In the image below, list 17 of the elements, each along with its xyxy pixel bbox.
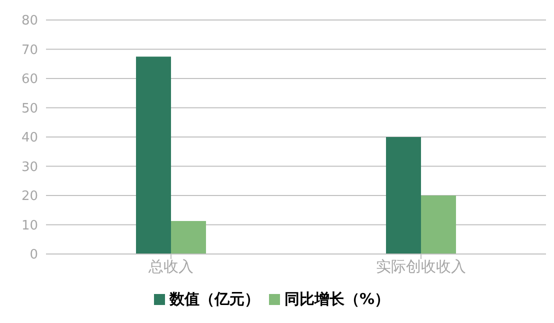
legend-label: 数值（亿元） (169, 290, 260, 308)
bar (136, 56, 171, 254)
x-tick-label: 实际创收收入 (376, 258, 466, 276)
y-tick-label: 80 (21, 14, 38, 29)
y-tick-label: 40 (21, 130, 38, 146)
y-tick-label: 30 (21, 160, 38, 175)
y-tick-label: 0 (30, 248, 38, 263)
bar (386, 137, 421, 254)
x-tick-label: 总收入 (148, 258, 194, 276)
y-tick-label: 20 (21, 189, 38, 204)
bar (171, 220, 206, 254)
y-tick-label: 70 (21, 42, 38, 58)
y-tick-label: 50 (21, 101, 38, 116)
legend-label: 同比增长（%） (284, 290, 390, 308)
bar (421, 196, 456, 254)
y-tick-label: 10 (21, 218, 38, 234)
y-tick-label: 60 (21, 72, 38, 88)
